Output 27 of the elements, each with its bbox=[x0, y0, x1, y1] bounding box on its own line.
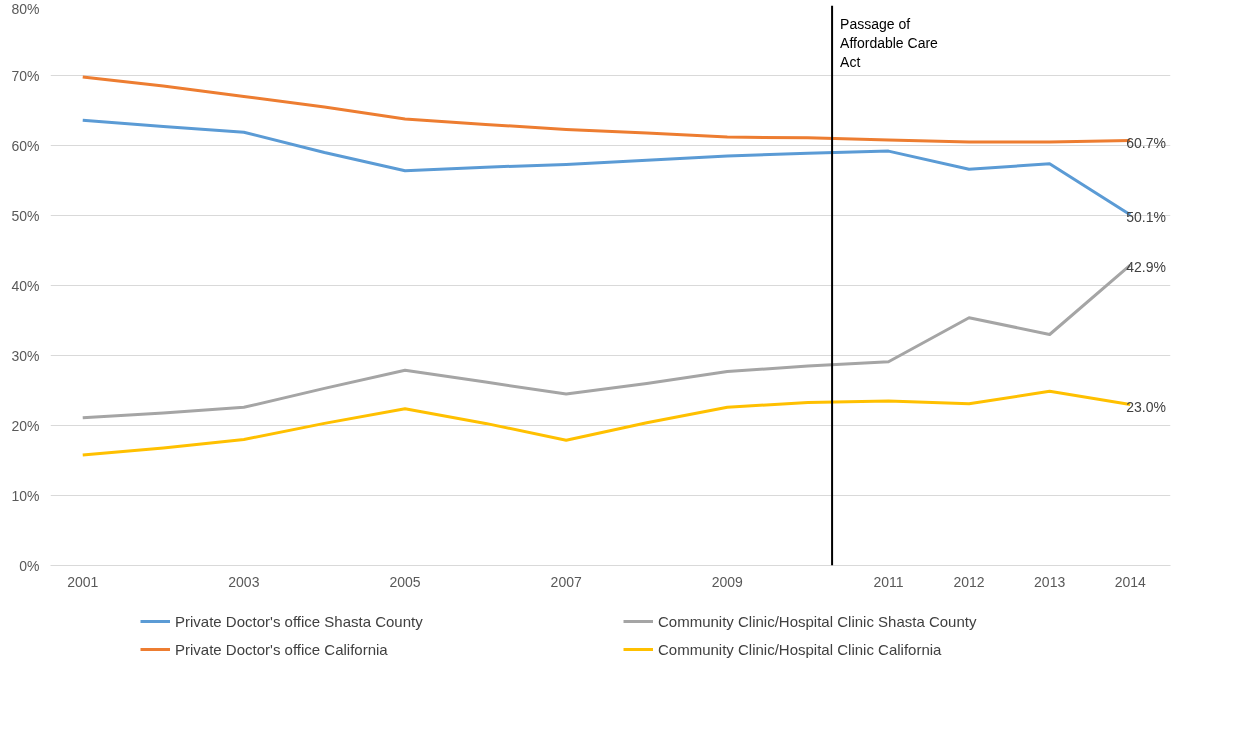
ref-line-label: Passage of Affordable Care Act bbox=[840, 15, 939, 70]
x-tick-label: 2007 bbox=[550, 573, 582, 590]
data-label: 60.7% bbox=[1126, 134, 1166, 151]
x-tick-label: 2013 bbox=[1034, 573, 1066, 590]
data-label: 23.0% bbox=[1126, 398, 1166, 415]
data-label: 50.1% bbox=[1126, 208, 1166, 225]
y-tick-label: 40% bbox=[11, 277, 40, 294]
y-tick-label: 30% bbox=[11, 347, 40, 364]
y-tick-label: 60% bbox=[11, 137, 40, 154]
x-tick-label: 2003 bbox=[228, 573, 260, 590]
y-tick-label: 20% bbox=[11, 417, 40, 434]
y-tick-label: 10% bbox=[11, 487, 40, 504]
x-tick-label: 2009 bbox=[711, 573, 744, 590]
x-tick-label: 2014 bbox=[1114, 573, 1146, 590]
x-tick-label: 2005 bbox=[389, 573, 421, 590]
data-label: 42.9% bbox=[1126, 259, 1166, 276]
y-tick-label: 70% bbox=[11, 67, 40, 84]
x-tick-label: 2001 bbox=[67, 573, 99, 590]
x-tick-label: 2012 bbox=[953, 573, 985, 590]
legend-label: Community Clinic/Hospital Clinic California bbox=[658, 640, 943, 658]
legend-label: Community Clinic/Hospital Clinic Shasta County bbox=[658, 612, 978, 630]
y-tick-label: 0% bbox=[19, 557, 40, 574]
x-tick-label: 2011 bbox=[873, 573, 904, 590]
legend-label: Private Doctor's office Shasta County bbox=[175, 612, 424, 630]
y-tick-label: 50% bbox=[11, 207, 40, 224]
legend-label: Private Doctor's office California bbox=[175, 640, 389, 658]
y-tick-label: 80% bbox=[11, 0, 40, 17]
